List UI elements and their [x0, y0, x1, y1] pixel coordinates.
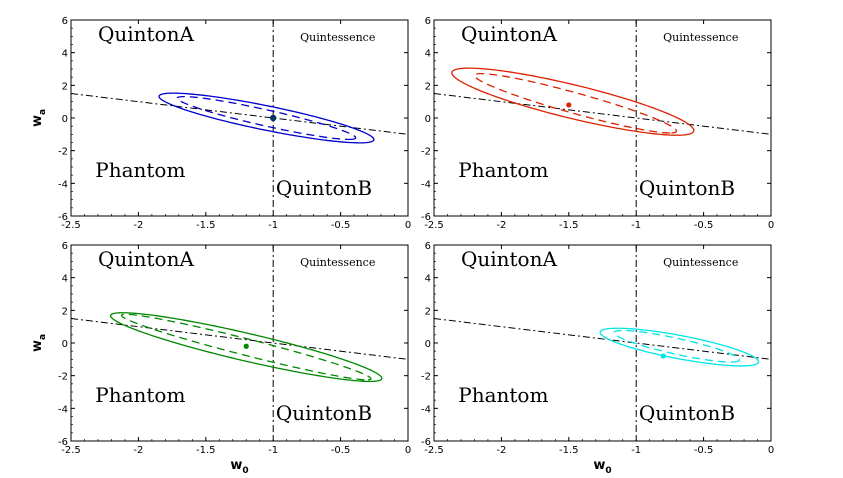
panel-top-left-ytick-label: 6 [62, 16, 68, 27]
panel-bottom-right-xtick-label: -2.5 [424, 445, 444, 456]
panel-bottom-right-ytick-label: 6 [425, 241, 431, 252]
panel-bottom-right-xlabel: w0 [593, 458, 611, 476]
panel-bottom-left-ylabel: wa [30, 334, 48, 352]
panel-top-right-xtick-label: -2 [496, 220, 506, 231]
panel-top-right-solid-contour [451, 67, 695, 136]
panel-bottom-right-best-fit-point [660, 353, 666, 359]
panel-top-right-xtick-label: 0 [768, 220, 774, 231]
panel-top-left-xtick-label: -1.5 [196, 220, 216, 231]
panel-top-left-ytick-label: -2 [58, 147, 68, 158]
panel-bottom-left-region-quintessence: Quintessence [300, 256, 375, 269]
panel-bottom-left-solid-contour [109, 312, 383, 383]
panel-bottom-right: QuintonAQuintonBPhantomQuintessence-2.5-… [421, 241, 774, 476]
panel-top-left-solid-contour [158, 92, 375, 144]
panel-bottom-left-xtick-label: -1 [268, 445, 278, 456]
panel-top-right-region-quintomA: QuintonA [461, 22, 558, 46]
panel-bottom-left-xtick-label: -1.5 [196, 445, 216, 456]
panel-top-right-ytick-label: -6 [421, 212, 431, 223]
panel-top-right-ytick-label: -4 [421, 179, 431, 190]
panel-top-left-xtick-label: -2 [133, 220, 143, 231]
panel-top-right-best-fit-point [566, 102, 572, 108]
panel-bottom-left-ytick-label: -6 [58, 437, 68, 448]
panel-bottom-left-xlabel: w0 [230, 458, 248, 476]
panel-top-left-ytick-label: -6 [58, 212, 68, 223]
panel-top-right-ytick-label: -2 [421, 147, 431, 158]
panel-bottom-right-region-quintomB: QuintonB [639, 401, 735, 425]
panel-top-left-region-quintomB: QuintonB [276, 176, 372, 200]
panel-bottom-left-region-quintomB: QuintonB [276, 401, 372, 425]
panel-bottom-right-region-quintomA: QuintonA [461, 247, 558, 271]
panel-top-left: QuintonAQuintonBPhantomQuintessence-2.5-… [30, 16, 411, 231]
panel-top-right-region-phantom: Phantom [458, 158, 548, 182]
panel-bottom-right-xtick-label: -2 [496, 445, 506, 456]
panel-top-right-xtick-label: -0.5 [694, 220, 714, 231]
panel-bottom-left-ytick-label: 4 [62, 274, 68, 285]
panel-bottom-left: QuintonAQuintonBPhantomQuintessence-2.5-… [30, 241, 411, 476]
panel-bottom-right-xtick-label: -1 [631, 445, 641, 456]
panel-top-right-ytick-label: 0 [425, 114, 431, 125]
panel-top-right-ytick-label: 2 [425, 81, 431, 92]
panel-bottom-right-dashed-contour [613, 329, 740, 363]
panel-top-right-region-quintomB: QuintonB [639, 176, 735, 200]
panel-top-left-best-fit-point [270, 114, 277, 122]
panel-bottom-left-ytick-label: -4 [58, 404, 68, 415]
panel-top-right: QuintonAQuintonBPhantomQuintessence-2.5-… [421, 16, 774, 231]
panel-top-left-ylabel: wa [30, 109, 48, 127]
panel-bottom-left-region-quintomA: QuintonA [98, 247, 195, 271]
panel-top-right-xtick-label: -2.5 [424, 220, 444, 231]
panel-bottom-left-ytick-label: 6 [62, 241, 68, 252]
panel-top-left-ytick-label: 0 [62, 114, 68, 125]
panel-bottom-left-xtick-label: 0 [405, 445, 411, 456]
panel-bottom-left-xtick-label: -2 [133, 445, 143, 456]
panel-top-left-xtick-label: -0.5 [331, 220, 351, 231]
panel-bottom-right-solid-contour [599, 327, 760, 367]
panel-top-left-ytick-label: -4 [58, 179, 68, 190]
panel-bottom-left-xtick-label: -2.5 [61, 445, 81, 456]
panel-bottom-left-plot-area [71, 245, 408, 441]
panel-top-left-region-quintomA: QuintonA [98, 22, 195, 46]
panel-bottom-right-sloped-reference-line [434, 318, 771, 360]
panel-bottom-right-region-quintessence: Quintessence [663, 256, 738, 269]
panel-top-left-xtick-label: -2.5 [61, 220, 81, 231]
panel-bottom-right-xtick-label: -0.5 [694, 445, 714, 456]
panel-bottom-left-best-fit-point [243, 343, 249, 349]
panel-top-left-dashed-contour [176, 95, 357, 141]
panel-top-right-ytick-label: 6 [425, 16, 431, 27]
panel-top-right-region-quintessence: Quintessence [663, 31, 738, 44]
panel-bottom-right-ytick-label: -2 [421, 372, 431, 383]
panel-bottom-left-dashed-contour [120, 313, 372, 381]
panel-bottom-right-ytick-label: 2 [425, 306, 431, 317]
panel-bottom-left-region-phantom: Phantom [95, 383, 185, 407]
panel-top-left-sloped-reference-line [71, 93, 408, 135]
panel-top-right-ytick-label: 4 [425, 49, 431, 60]
panel-bottom-right-xtick-label: 0 [768, 445, 774, 456]
panel-top-left-xtick-label: -1 [268, 220, 278, 231]
panel-bottom-right-ytick-label: 4 [425, 274, 431, 285]
panel-top-left-region-phantom: Phantom [95, 158, 185, 182]
panel-top-right-sloped-reference-line [434, 93, 771, 135]
panel-top-right-xtick-label: -1.5 [559, 220, 579, 231]
panel-top-left-plot-area [71, 20, 408, 216]
panel-top-right-dashed-contour [473, 72, 678, 134]
panel-top-right-xtick-label: -1 [631, 220, 641, 231]
panel-bottom-right-ytick-label: -4 [421, 404, 431, 415]
panel-bottom-right-ytick-label: 0 [425, 339, 431, 350]
panel-bottom-left-ytick-label: 0 [62, 339, 68, 350]
panel-bottom-left-sloped-reference-line [71, 318, 408, 360]
panel-bottom-left-xtick-label: -0.5 [331, 445, 351, 456]
panel-bottom-left-ytick-label: -2 [58, 372, 68, 383]
panel-top-left-ytick-label: 2 [62, 81, 68, 92]
panel-top-left-region-quintessence: Quintessence [300, 31, 375, 44]
panel-top-left-xtick-label: 0 [405, 220, 411, 231]
panel-bottom-right-region-phantom: Phantom [458, 383, 548, 407]
panel-top-right-plot-area [434, 20, 771, 216]
panel-bottom-left-ytick-label: 2 [62, 306, 68, 317]
panel-bottom-right-ytick-label: -6 [421, 437, 431, 448]
panel-bottom-right-xtick-label: -1.5 [559, 445, 579, 456]
panel-top-left-ytick-label: 4 [62, 49, 68, 60]
panel-bottom-right-plot-area [434, 245, 771, 441]
